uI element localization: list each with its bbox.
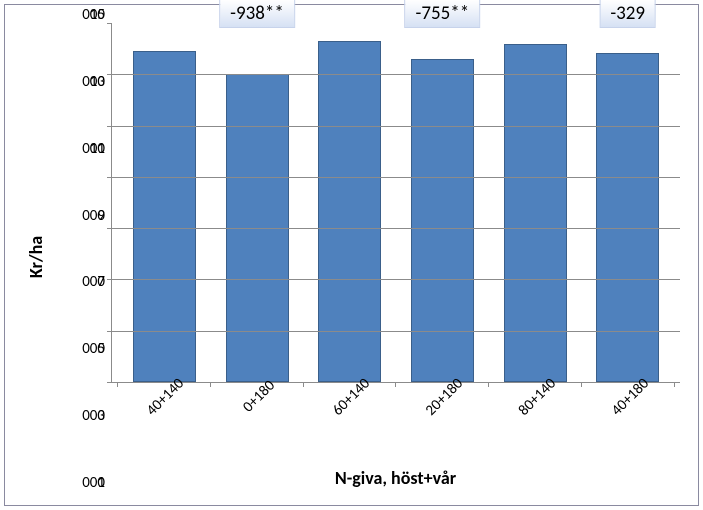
gridline: [112, 279, 680, 280]
bar: [411, 59, 474, 382]
y-tick-mark: [107, 74, 112, 75]
y-tick-mark: [107, 177, 112, 178]
chart-body: Kr/ha 15 00013 00011 0009 0007 0005 0003…: [19, 23, 680, 491]
gridline: [112, 126, 680, 127]
plot-column: -938**-755**-329 40+1400+18060+14020+180…: [111, 23, 680, 491]
bar-slot: [303, 23, 396, 382]
bar-annotation: -755**: [405, 0, 481, 28]
x-tick-mark: [117, 382, 118, 387]
bar-slot: -938**: [211, 23, 304, 382]
x-tick-mark: [674, 382, 675, 387]
outer-frame: Kr/ha 15 00013 00011 0009 0007 0005 0003…: [0, 0, 703, 510]
x-tick-slot: 20+180: [395, 383, 488, 473]
x-tick-mark: [581, 382, 582, 387]
y-tick-mark: [107, 23, 112, 24]
bar-annotation: -938**: [219, 0, 295, 28]
x-tick-mark: [488, 382, 489, 387]
bar-slot: -329: [581, 23, 674, 382]
y-axis-label: Kr/ha: [25, 236, 47, 278]
y-axis-ticks: 15 00013 00011 0009 0007 0005 0003 0001 …: [53, 23, 111, 491]
bar-slot: [489, 23, 582, 382]
x-tick-label: 0+180: [240, 377, 280, 417]
x-tick-slot: 80+140: [488, 383, 581, 473]
x-tick-mark: [210, 382, 211, 387]
y-axis-label-wrap: Kr/ha: [19, 23, 53, 491]
bar-slot: [118, 23, 211, 382]
x-tick-mark: [395, 382, 396, 387]
x-tick-slot: 40+140: [117, 383, 210, 473]
x-tick-slot: 0+180: [210, 383, 303, 473]
x-tick-slot: 60+140: [303, 383, 396, 473]
y-tick-mark: [107, 382, 112, 383]
x-axis: 40+1400+18060+14020+18080+14040+180: [111, 383, 680, 473]
gridline: [112, 74, 680, 75]
bar-annotation: -329: [599, 0, 656, 28]
y-tick-mark: [107, 228, 112, 229]
bars-container: -938** -755** -329: [112, 23, 680, 382]
bar-slot: -755**: [396, 23, 489, 382]
gridline: [112, 177, 680, 178]
gridline: [112, 331, 680, 332]
gridline: [112, 228, 680, 229]
y-tick-mark: [107, 279, 112, 280]
bar: [596, 53, 659, 383]
y-tick-mark: [107, 126, 112, 127]
x-tick-mark: [303, 382, 304, 387]
y-tick-mark: [107, 331, 112, 332]
chart-frame: Kr/ha 15 00013 00011 0009 0007 0005 0003…: [4, 4, 699, 506]
x-tick-slot: 40+180: [581, 383, 674, 473]
plot-area: -938** -755** -329: [111, 23, 680, 383]
bar: [133, 51, 196, 382]
